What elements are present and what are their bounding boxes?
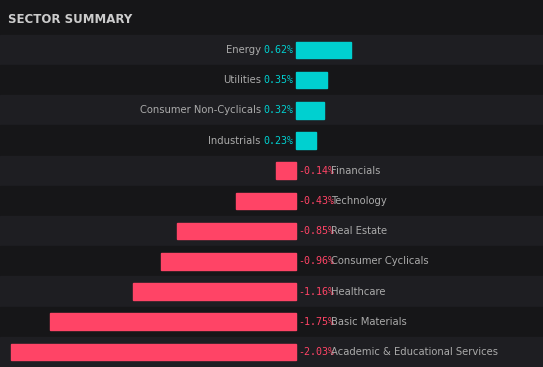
Text: Healthcare: Healthcare xyxy=(331,287,386,297)
Bar xyxy=(0,276,543,306)
Text: Utilities: Utilities xyxy=(223,75,261,85)
Text: -1.16%: -1.16% xyxy=(299,287,334,297)
Bar xyxy=(0,306,543,337)
Text: -1.75%: -1.75% xyxy=(299,317,334,327)
Bar xyxy=(0,65,543,95)
Text: 0.32%: 0.32% xyxy=(263,105,293,115)
Text: -0.14%: -0.14% xyxy=(299,166,334,176)
Text: Real Estate: Real Estate xyxy=(331,226,387,236)
Text: Academic & Educational Services: Academic & Educational Services xyxy=(331,347,498,357)
Bar xyxy=(296,42,351,58)
Text: 0.23%: 0.23% xyxy=(263,135,293,146)
Text: Basic Materials: Basic Materials xyxy=(331,317,407,327)
Bar xyxy=(296,72,327,88)
Bar xyxy=(0,186,543,216)
Text: 0.62%: 0.62% xyxy=(263,45,293,55)
Text: 0.35%: 0.35% xyxy=(263,75,293,85)
Text: -0.96%: -0.96% xyxy=(299,256,334,266)
Bar xyxy=(0,337,543,367)
Bar xyxy=(0,95,543,126)
Text: Energy: Energy xyxy=(226,45,261,55)
Bar xyxy=(50,313,296,330)
Bar xyxy=(236,193,296,209)
Text: Consumer Cyclicals: Consumer Cyclicals xyxy=(331,256,429,266)
Text: Technology: Technology xyxy=(331,196,387,206)
Bar xyxy=(0,156,543,186)
Bar xyxy=(176,223,296,239)
Bar xyxy=(0,216,543,246)
Text: Consumer Non-Cyclicals: Consumer Non-Cyclicals xyxy=(140,105,261,115)
Bar xyxy=(296,102,324,119)
Bar xyxy=(0,246,543,276)
Bar xyxy=(276,163,296,179)
Text: -0.85%: -0.85% xyxy=(299,226,334,236)
Bar xyxy=(0,35,543,65)
Text: SECTOR SUMMARY: SECTOR SUMMARY xyxy=(8,13,132,26)
Bar xyxy=(296,132,316,149)
Text: -2.03%: -2.03% xyxy=(299,347,334,357)
Text: Industrials: Industrials xyxy=(209,135,261,146)
Bar xyxy=(161,253,296,270)
Text: Financials: Financials xyxy=(331,166,381,176)
Text: -0.43%: -0.43% xyxy=(299,196,334,206)
Bar xyxy=(11,344,296,360)
Bar xyxy=(133,283,296,300)
Bar xyxy=(0,126,543,156)
